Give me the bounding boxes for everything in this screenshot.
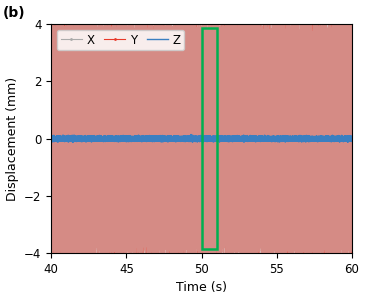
Text: (b): (b) [3,6,26,20]
Legend: X, Y, Z: X, Y, Z [57,30,184,50]
X-axis label: Time (s): Time (s) [176,281,227,294]
Y-axis label: Displacement (mm): Displacement (mm) [5,76,19,201]
Bar [201,28,217,249]
